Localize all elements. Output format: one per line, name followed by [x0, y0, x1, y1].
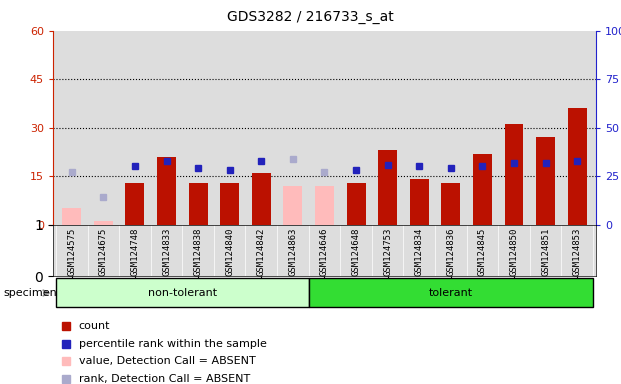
Text: GSM124648: GSM124648: [351, 227, 361, 276]
Text: percentile rank within the sample: percentile rank within the sample: [79, 339, 267, 349]
Text: non-tolerant: non-tolerant: [148, 288, 217, 298]
Text: tolerant: tolerant: [428, 288, 473, 298]
Bar: [536, 137, 555, 225]
Bar: [347, 183, 366, 225]
Text: GSM124838: GSM124838: [194, 227, 202, 276]
Text: value, Detection Call = ABSENT: value, Detection Call = ABSENT: [79, 356, 256, 366]
Text: GSM124646: GSM124646: [320, 227, 329, 276]
Bar: [568, 108, 587, 225]
Bar: [189, 183, 207, 225]
Bar: [62, 209, 81, 225]
Text: rank, Detection Call = ABSENT: rank, Detection Call = ABSENT: [79, 374, 250, 384]
Text: GSM124753: GSM124753: [383, 227, 392, 276]
Text: GSM124675: GSM124675: [99, 227, 108, 276]
Bar: [283, 186, 302, 225]
Bar: [56, 278, 309, 308]
Text: GSM124851: GSM124851: [541, 227, 550, 276]
Bar: [309, 278, 593, 308]
Bar: [315, 186, 334, 225]
Text: count: count: [79, 321, 111, 331]
Text: GSM124836: GSM124836: [446, 227, 455, 276]
Text: GSM124833: GSM124833: [162, 227, 171, 276]
Bar: [125, 183, 145, 225]
Bar: [252, 173, 271, 225]
Text: specimen: specimen: [3, 288, 57, 298]
Bar: [157, 157, 176, 225]
Text: GSM124850: GSM124850: [509, 227, 519, 276]
Text: GSM124845: GSM124845: [478, 227, 487, 276]
Text: GSM124840: GSM124840: [225, 227, 234, 276]
Text: GSM124575: GSM124575: [67, 227, 76, 276]
Bar: [220, 183, 239, 225]
Text: GSM124834: GSM124834: [415, 227, 424, 276]
Text: GDS3282 / 216733_s_at: GDS3282 / 216733_s_at: [227, 10, 394, 23]
Bar: [473, 154, 492, 225]
Bar: [442, 183, 460, 225]
Bar: [94, 222, 113, 225]
Text: GSM124842: GSM124842: [257, 227, 266, 276]
Bar: [378, 150, 397, 225]
Text: GSM124863: GSM124863: [288, 227, 297, 276]
Bar: [504, 124, 524, 225]
Bar: [410, 179, 428, 225]
Text: GSM124853: GSM124853: [573, 227, 582, 276]
Text: GSM124748: GSM124748: [130, 227, 140, 276]
